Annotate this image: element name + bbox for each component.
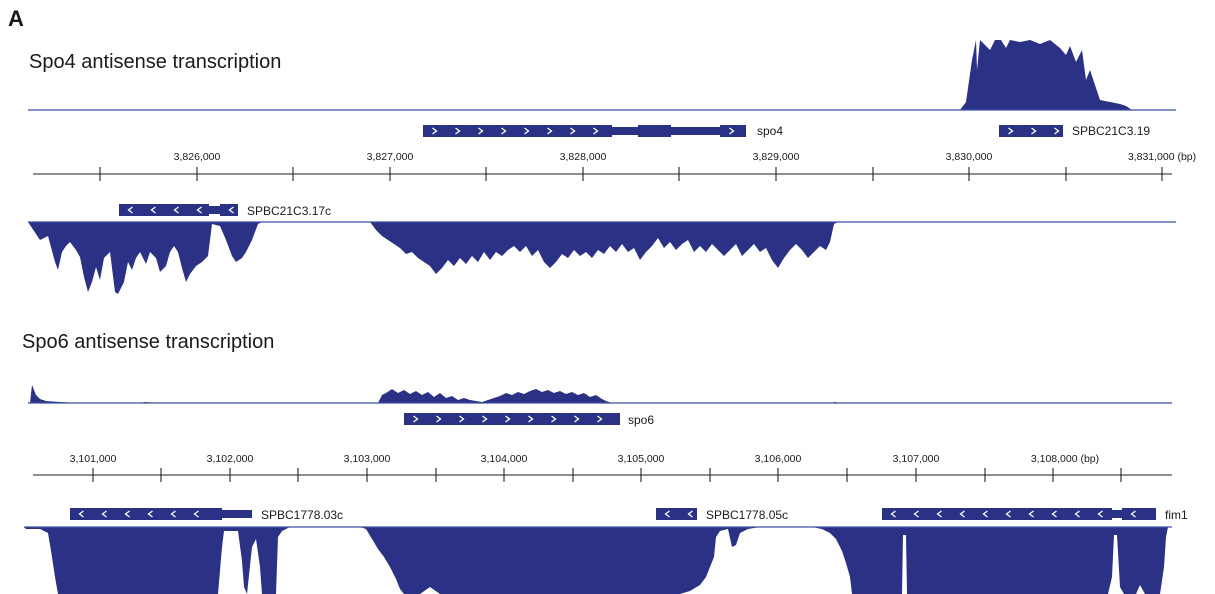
gene-spbc21c3-17c-exon: [119, 204, 209, 216]
axis1-tick-label: 3,831,000 (bp): [1127, 151, 1197, 163]
gene-fim1-exon: [882, 508, 1112, 520]
strand-arrow: [664, 510, 670, 518]
strand-arrow: [936, 510, 942, 518]
strand-arrow: [1005, 510, 1011, 518]
strand-arrow: [570, 127, 576, 135]
strand-arrow: [436, 415, 442, 423]
gene-label-spbc1778-03c: SPBC1778.03c: [261, 508, 344, 522]
gene-fim1-exon: [1122, 508, 1156, 520]
strand-arrow: [1051, 510, 1057, 518]
strand-arrow: [528, 415, 534, 423]
axis1-tick-label: 3,830,000: [945, 151, 993, 163]
strand-arrow: [173, 206, 179, 214]
gene-label-spbc21c3-17c: SPBC21C3.17c: [247, 204, 332, 218]
strand-arrow: [170, 510, 176, 518]
strand-arrow: [1031, 127, 1037, 135]
coverage-track-panel1-top: [28, 40, 1176, 110]
gene-spo4-exon: [423, 125, 612, 137]
axis2-tick-label: 3,104,000: [480, 453, 528, 465]
strand-arrow: [982, 510, 988, 518]
strand-arrow: [1130, 510, 1136, 518]
strand-arrow: [124, 510, 130, 518]
strand-arrow: [501, 127, 507, 135]
gene-spbc21c3-19-exon: [999, 125, 1063, 137]
strand-arrow: [729, 127, 735, 135]
strand-arrow: [505, 415, 511, 423]
gene-spbc21c3-17c-utr: [209, 206, 220, 214]
strand-arrow: [482, 415, 488, 423]
strand-arrow: [959, 510, 965, 518]
gene-models: [70, 125, 1156, 520]
strand-arrow: [1097, 510, 1103, 518]
coverage-tracks: [24, 40, 1176, 594]
axis2-tick-label: 3,108,000 (bp): [1030, 453, 1100, 465]
strand-arrow: [574, 415, 580, 423]
gene-label-spbc1778-05c: SPBC1778.05c: [706, 508, 789, 522]
strand-arrow: [455, 127, 461, 135]
coverage-track-panel2-bottom: [24, 527, 1172, 594]
strand-arrow: [196, 206, 202, 214]
gene-label-spbc21c3-19: SPBC21C3.19: [1072, 124, 1151, 138]
coverage-track-panel1-bottom: [28, 222, 1176, 294]
strand-arrow: [1054, 127, 1060, 135]
gene-label-fim1: fim1: [1165, 508, 1188, 522]
strand-arrow: [432, 127, 438, 135]
panel-letter: A: [8, 6, 24, 31]
axis1-tick-label: 3,826,000: [173, 151, 221, 163]
genome-axes: [33, 167, 1172, 482]
axis2-tick-label: 3,106,000: [754, 453, 802, 465]
strand-arrow: [228, 206, 234, 214]
gene-spbc1778-03c-utr: [222, 510, 252, 518]
strand-arrow: [101, 510, 107, 518]
strand-arrow: [413, 415, 419, 423]
panel1-title: Spo4 antisense transcription: [29, 51, 282, 73]
strand-arrow: [524, 127, 530, 135]
axis2-tick-label: 3,102,000: [206, 453, 254, 465]
strand-arrow: [1028, 510, 1034, 518]
axis2-tick-label: 3,101,000: [69, 453, 117, 465]
gene-spbc1778-03c-exon: [70, 508, 222, 520]
strand-arrow: [547, 127, 553, 135]
strand-arrow: [127, 206, 133, 214]
strand-arrow: [193, 510, 199, 518]
strand-arrow: [593, 127, 599, 135]
strand-arrow: [890, 510, 896, 518]
axis2-tick-label: 3,107,000: [892, 453, 940, 465]
axis2-tick-label: 3,105,000: [617, 453, 665, 465]
strand-arrow: [147, 510, 153, 518]
strand-arrow: [459, 415, 465, 423]
strand-arrow: [150, 206, 156, 214]
axis1-tick-label: 3,829,000: [752, 151, 800, 163]
strand-arrow: [913, 510, 919, 518]
strand-arrow: [78, 510, 84, 518]
strand-arrow: [1008, 127, 1014, 135]
axis1-tick-label: 3,828,000: [559, 151, 607, 163]
strand-arrow: [597, 415, 603, 423]
gene-spbc1778-05c-exon: [656, 508, 697, 520]
strand-arrow: [478, 127, 484, 135]
gene-label-spo4: spo4: [757, 124, 784, 138]
strand-arrow: [687, 510, 693, 518]
strand-arrow: [1074, 510, 1080, 518]
strand-arrow: [551, 415, 557, 423]
gene-label-spo6: spo6: [628, 413, 655, 427]
axis1-tick-label: 3,827,000: [366, 151, 414, 163]
gene-spo4-utr: [612, 127, 720, 135]
gene-spo6-exon: [404, 413, 620, 425]
axis2-tick-label: 3,103,000: [343, 453, 391, 465]
gene-fim1-utr: [1112, 510, 1122, 518]
coverage-track-panel2-top: [28, 385, 1172, 403]
panel2-title: Spo6 antisense transcription: [22, 331, 275, 353]
